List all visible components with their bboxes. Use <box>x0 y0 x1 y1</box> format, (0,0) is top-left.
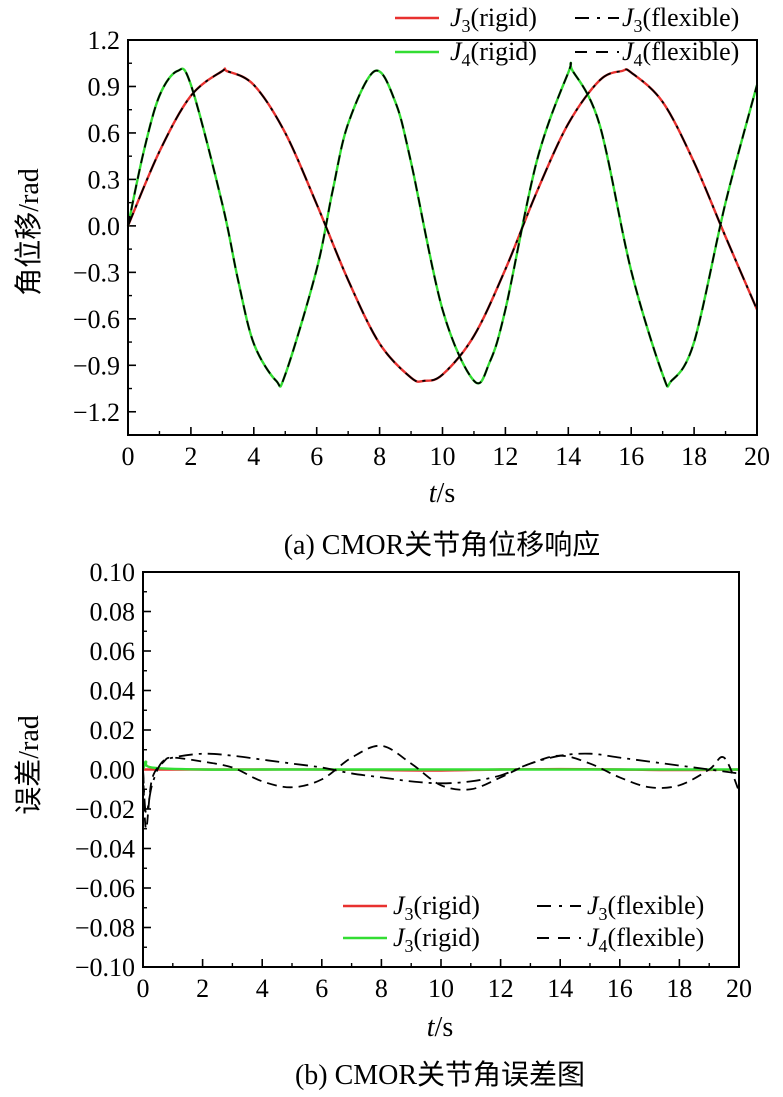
chart-b-legend-label: J3(flexible) <box>587 891 704 924</box>
chart-b-series <box>141 744 740 830</box>
chart-b-y-tick-label: 0.04 <box>90 677 136 706</box>
chart-b-legend-label: J3(rigid) <box>393 891 480 924</box>
chart-a-x-tick-label: 16 <box>618 442 644 471</box>
chart-b-x-axis-title: t/s <box>427 1012 453 1043</box>
chart-b-x-axis-title-unit: /s <box>435 1012 454 1043</box>
chart-a-x-axis-title: t/s <box>429 478 455 509</box>
chart-a-legend-label: J3(rigid) <box>450 3 537 36</box>
chart-a-y-tick-label: −0.3 <box>73 258 120 287</box>
chart-b-caption: (b) CMOR关节角误差图 <box>295 1059 585 1091</box>
chart-a-x-tick-label: 4 <box>247 442 260 471</box>
chart-a-legend-label: J4(rigid) <box>450 37 537 70</box>
chart-b-y-tick-label: −0.04 <box>75 835 135 864</box>
chart-b-y-axis-title: 误差/rad <box>13 715 45 815</box>
chart-a: 0 2 4 6 8 10 12 14 16 18 20 1.2 0.9 0.6 0.3 0.0 −0.3 −0.6… <box>13 3 770 561</box>
chart-b-x-tick-label: 14 <box>547 974 573 1003</box>
chart-b-y-tick-label: 0.10 <box>90 558 136 587</box>
chart-a-x-tick-label: 6 <box>310 442 323 471</box>
chart-a-legend-label: J4(flexible) <box>622 37 739 70</box>
chart-a-y-axis-title: 角位移/rad <box>13 168 45 296</box>
chart-a-series-line-1 <box>127 67 758 383</box>
chart-a-series-line-2 <box>126 61 759 388</box>
chart-b-y-tick-label: 0.08 <box>90 598 136 627</box>
chart-b-legend-label: J4(flexible) <box>587 923 704 956</box>
chart-a-legend-label: J3(flexible) <box>622 3 739 36</box>
chart-b-x-tick-label: 10 <box>428 974 454 1003</box>
chart-a-ticks: 0 2 4 6 8 10 12 14 16 18 20 1.2 0.9 0.6 0.3 0.0 −0.3 −0.6… <box>73 26 770 471</box>
chart-b-ticks: 0 2 4 6 8 10 12 14 16 18 20 0.10 0.08 0.06 0.04 0.02 0.0… <box>75 558 752 1003</box>
chart-a-series <box>126 61 759 388</box>
chart-b-y-tick-label: −0.02 <box>75 795 135 824</box>
chart-a-caption: (a) CMOR关节角位移响应 <box>284 529 601 561</box>
chart-b-x-axis-title-var: t <box>427 1012 436 1043</box>
chart-a-y-tick-label: −0.6 <box>73 305 120 334</box>
chart-b-x-tick-label: 18 <box>666 974 692 1003</box>
chart-b-series-line-1 <box>142 752 740 814</box>
chart-a-x-tick-label: 8 <box>373 442 386 471</box>
chart-b-legend-label: J3(rigid) <box>393 923 480 956</box>
chart-a-x-tick-label: 10 <box>430 442 456 471</box>
chart-b-legend: J3(rigid) J3(flexible) J3(rigid) J4(flexibl… <box>343 891 704 956</box>
chart-a-y-tick-label: 0.3 <box>88 165 121 194</box>
chart-a-y-tick-label: −0.9 <box>73 351 120 380</box>
chart-a-x-tick-label: 14 <box>555 442 581 471</box>
chart-b-y-tick-label: −0.10 <box>75 953 135 982</box>
chart-a-y-tick-label: 0.9 <box>88 72 121 101</box>
chart-b-x-tick-label: 20 <box>726 974 752 1003</box>
chart-a-x-tick-label: 18 <box>681 442 707 471</box>
chart-b-x-tick-label: 6 <box>315 974 328 1003</box>
chart-a-series-line-3 <box>127 61 758 388</box>
chart-b-series-line-3 <box>142 744 740 830</box>
chart-b-x-tick-label: 2 <box>196 974 209 1003</box>
chart-a-x-axis-title-var: t <box>429 478 438 509</box>
chart-b-plot-frame <box>142 571 740 968</box>
chart-a-series-line-0 <box>126 67 759 383</box>
chart-b-x-tick-label: 12 <box>488 974 514 1003</box>
chart-b-series-line-2 <box>141 760 739 771</box>
chart-b: 0 2 4 6 8 10 12 14 16 18 20 0.10 0.08 0.06 0.04 0.02 0.0… <box>13 558 752 1091</box>
chart-b-y-tick-label: 0.02 <box>90 716 136 745</box>
chart-a-y-tick-label: 0.0 <box>88 212 121 241</box>
chart-b-x-tick-label: 16 <box>607 974 633 1003</box>
chart-a-x-tick-label: 12 <box>492 442 518 471</box>
chart-a-x-tick-label: 0 <box>122 442 135 471</box>
chart-b-y-tick-label: −0.08 <box>75 914 135 943</box>
chart-a-x-tick-label: 20 <box>744 442 770 471</box>
chart-a-plot-frame <box>127 39 758 436</box>
chart-a-y-tick-label: −1.2 <box>73 398 120 427</box>
chart-a-x-axis-title-unit: /s <box>437 478 456 509</box>
chart-a-x-tick-label: 2 <box>184 442 197 471</box>
chart-a-legend: J3(rigid) J3(flexible) J4(rigid) J4(flexibl… <box>395 3 739 70</box>
chart-b-x-tick-label: 4 <box>256 974 269 1003</box>
chart-b-y-tick-label: 0.06 <box>90 637 136 666</box>
chart-b-x-tick-label: 8 <box>375 974 388 1003</box>
chart-a-y-tick-label: 1.2 <box>88 26 121 55</box>
chart-a-y-tick-label: 0.6 <box>88 119 121 148</box>
chart-b-y-tick-label: −0.06 <box>75 874 135 903</box>
chart-b-x-tick-label: 0 <box>137 974 150 1003</box>
chart-b-y-tick-label: 0.00 <box>90 756 136 785</box>
